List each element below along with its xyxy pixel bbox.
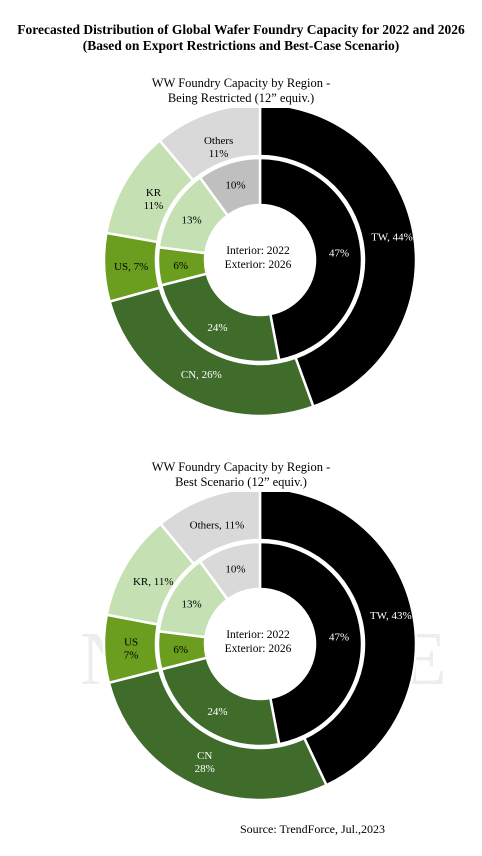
outer-label-cn: 28% <box>195 763 215 775</box>
inner-label-cn: 24% <box>207 706 227 718</box>
center-label: Interior: 2022 <box>226 629 290 641</box>
inner-label-kr: 13% <box>181 599 201 611</box>
chart2-title-line1: WW Foundry Capacity by Region - <box>151 460 331 474</box>
inner-label-others: 10% <box>225 179 245 191</box>
inner-slice-others <box>198 156 262 218</box>
inner-slice-cn <box>159 656 281 748</box>
outer-label-others: 11% <box>209 148 229 160</box>
outer-slice-others <box>158 492 262 566</box>
inner-label-others: 10% <box>225 563 245 575</box>
inner-label-us: 6% <box>173 260 188 272</box>
center-label: Interior: 2022 <box>226 245 290 257</box>
outer-label-us: 7% <box>124 650 139 662</box>
inner-label-kr: 13% <box>181 215 201 227</box>
outer-label-kr: 11% <box>144 200 164 212</box>
inner-slice-others <box>198 540 262 602</box>
center-label: Exterior: 2026 <box>225 643 292 655</box>
chart1-title-line2: Being Restricted (12” equiv.) <box>167 91 315 105</box>
outer-label-cn: CN <box>197 750 212 762</box>
outer-slice-others <box>157 108 262 183</box>
inner-slice-tw <box>258 540 364 746</box>
chart2-title-line2: Best Scenario (12” equiv.) <box>175 475 307 489</box>
outer-label-kr: KR <box>146 187 162 199</box>
chart1-title-line1: WW Foundry Capacity by Region - <box>151 76 331 90</box>
outer-slice-tw <box>258 492 418 787</box>
main-title-line1: Forecasted Distribution of Global Wafer … <box>17 22 465 37</box>
source-note: Source: TrendForce, Jul.,2023 <box>240 822 385 836</box>
center-label: Exterior: 2026 <box>225 259 292 271</box>
inner-label-tw: 47% <box>329 632 349 644</box>
outer-slice-tw <box>258 108 418 409</box>
center-hole <box>206 590 314 698</box>
outer-label-cn: CN, 26% <box>181 369 222 381</box>
outer-label-others: Others, 11% <box>190 520 245 532</box>
outer-label-us: US, 7% <box>114 261 148 273</box>
inner-label-cn: 24% <box>207 322 227 334</box>
inner-label-us: 6% <box>173 644 188 656</box>
outer-label-tw: TW, 44% <box>371 232 413 244</box>
outer-slice-cn <box>107 668 329 802</box>
inner-slice-cn <box>159 272 281 364</box>
chart1-donut: 7 TRENTW, 44%CN, 26%US, 7%KR11%Others11%… <box>102 108 418 418</box>
outer-label-others: Others <box>204 135 233 147</box>
inner-label-tw: 47% <box>329 248 349 260</box>
main-title-line2: (Based on Export Restrictions and Best-C… <box>82 38 400 53</box>
center-hole <box>206 206 314 314</box>
outer-label-kr: KR, 11% <box>133 576 174 588</box>
outer-label-us: US <box>124 637 138 649</box>
inner-slice-tw <box>258 156 364 362</box>
outer-label-tw: TW, 43% <box>370 610 412 622</box>
